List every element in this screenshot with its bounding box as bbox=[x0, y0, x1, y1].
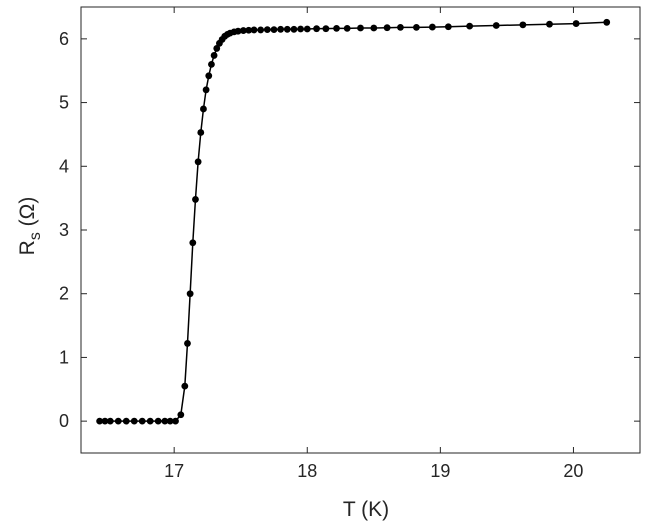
x-axis-label: T (K) bbox=[343, 498, 389, 521]
data-point bbox=[313, 25, 320, 33]
x-tick-label: 19 bbox=[430, 461, 450, 481]
data-point bbox=[146, 417, 154, 425]
data-point bbox=[572, 20, 580, 27]
data-point bbox=[257, 26, 265, 34]
data-point bbox=[303, 25, 311, 33]
y-tick-label: 6 bbox=[59, 29, 69, 49]
data-point bbox=[343, 24, 351, 32]
data-point bbox=[283, 25, 291, 33]
data-point bbox=[603, 18, 611, 26]
data-point bbox=[413, 23, 420, 31]
data-point bbox=[444, 23, 452, 31]
y-axis: 0 1 2 3 4 5 6 bbox=[59, 29, 640, 431]
data-point bbox=[197, 129, 205, 136]
data-point bbox=[161, 417, 169, 425]
data-point bbox=[130, 417, 138, 425]
y-tick-label: 5 bbox=[59, 93, 69, 113]
data-point bbox=[184, 340, 191, 347]
data-point bbox=[189, 239, 197, 247]
plot-frame bbox=[80, 6, 641, 454]
data-point bbox=[186, 290, 194, 298]
y-axis-label-main: R bbox=[16, 240, 39, 255]
data-point bbox=[333, 24, 340, 32]
data-point bbox=[177, 411, 185, 419]
data-point bbox=[270, 26, 278, 34]
data-point bbox=[357, 24, 364, 32]
data-point bbox=[200, 105, 207, 113]
x-axis: 17 18 19 20 bbox=[164, 7, 583, 481]
data-point bbox=[192, 196, 199, 203]
plot-area-border bbox=[80, 6, 641, 454]
y-tick-label: 2 bbox=[59, 284, 69, 304]
data-point bbox=[492, 22, 500, 29]
data-point bbox=[213, 45, 221, 52]
data-point bbox=[383, 24, 391, 32]
data-point bbox=[172, 417, 179, 425]
data-point bbox=[297, 25, 305, 33]
data-point bbox=[101, 417, 109, 425]
y-tick-label: 3 bbox=[59, 220, 69, 240]
y-axis-label-unit: (Ω) bbox=[16, 197, 39, 233]
data-point bbox=[106, 417, 114, 425]
data-point bbox=[154, 417, 162, 425]
data-point bbox=[263, 26, 271, 34]
data-point bbox=[397, 23, 404, 31]
y-tick-label: 4 bbox=[59, 156, 69, 176]
data-point bbox=[250, 26, 258, 34]
series-line bbox=[99, 21, 607, 422]
data-point bbox=[208, 60, 215, 68]
data-point bbox=[210, 52, 218, 59]
data-point bbox=[234, 27, 242, 35]
data-point bbox=[239, 27, 247, 34]
data-point bbox=[519, 21, 527, 29]
y-tick-label: 1 bbox=[59, 347, 69, 367]
y-axis-label: Rs (Ω) bbox=[16, 197, 44, 256]
y-axis-label-subscript: s bbox=[27, 232, 44, 240]
x-tick-label: 18 bbox=[297, 461, 317, 481]
data-point bbox=[122, 417, 130, 425]
x-tick-label: 20 bbox=[563, 461, 583, 481]
data-point bbox=[166, 417, 174, 425]
data-point bbox=[466, 22, 474, 30]
data-point bbox=[96, 417, 104, 425]
data-point bbox=[194, 158, 202, 166]
data-point bbox=[114, 417, 122, 425]
data-point bbox=[370, 24, 378, 32]
data-point bbox=[546, 20, 553, 28]
data-point bbox=[181, 382, 189, 390]
data-point bbox=[277, 25, 285, 33]
data-point bbox=[290, 25, 298, 33]
data-point bbox=[205, 72, 213, 80]
data-point bbox=[322, 25, 330, 33]
data-series bbox=[96, 18, 611, 425]
data-point bbox=[202, 86, 210, 94]
y-tick-label: 0 bbox=[59, 411, 69, 431]
data-point bbox=[245, 26, 253, 34]
data-point bbox=[428, 23, 436, 31]
x-tick-label: 17 bbox=[164, 461, 184, 481]
data-point bbox=[138, 417, 146, 425]
